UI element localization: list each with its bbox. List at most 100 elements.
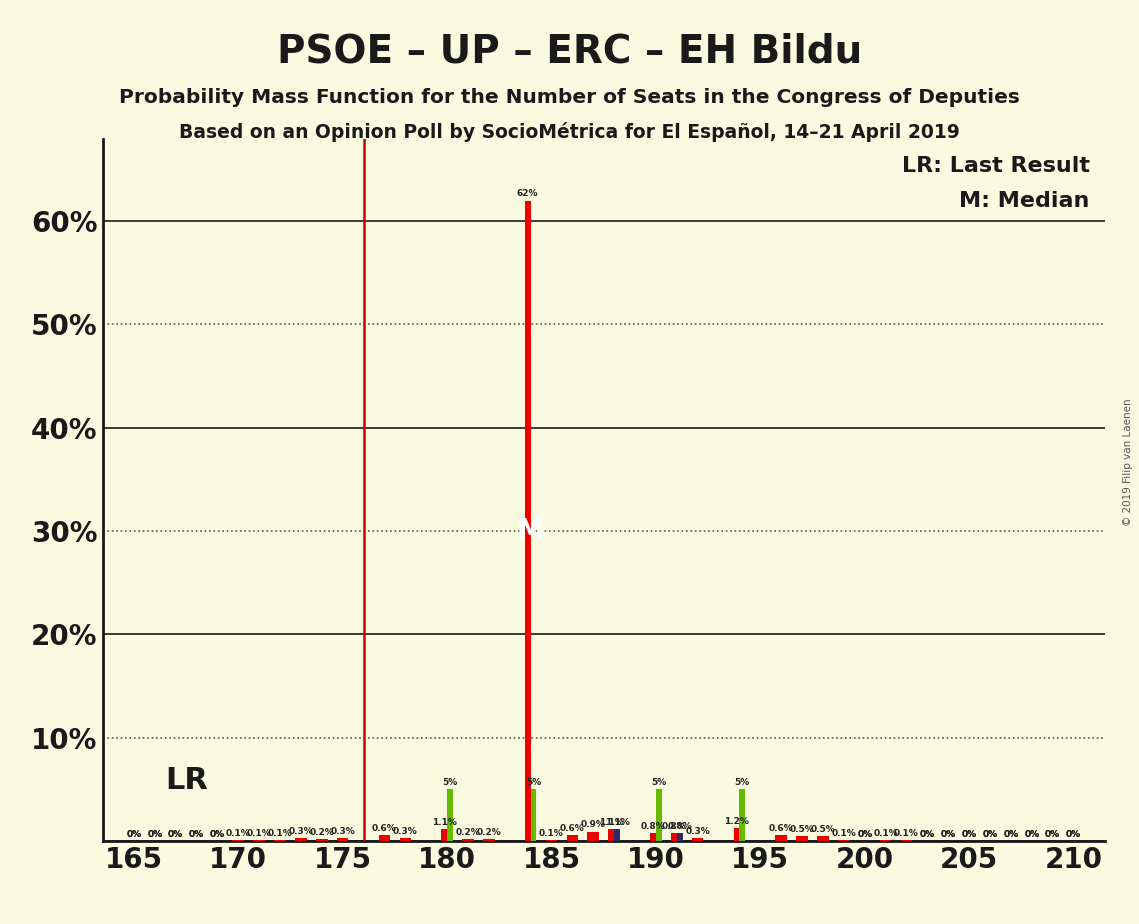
Text: 0.1%: 0.1%: [268, 829, 293, 838]
Text: 0.1%: 0.1%: [874, 829, 898, 838]
Text: 0%: 0%: [126, 830, 141, 839]
Text: 0.1%: 0.1%: [831, 829, 857, 838]
Bar: [734, 829, 739, 841]
Bar: [525, 201, 531, 841]
Text: 5%: 5%: [442, 778, 458, 787]
Text: 1.1%: 1.1%: [605, 819, 630, 827]
Text: Probability Mass Function for the Number of Seats in the Congress of Deputies: Probability Mass Function for the Number…: [120, 88, 1019, 107]
Text: 0%: 0%: [858, 830, 872, 839]
Text: 0%: 0%: [169, 830, 183, 839]
Text: PSOE – UP – ERC – EH Bildu: PSOE – UP – ERC – EH Bildu: [277, 32, 862, 70]
Bar: [400, 838, 411, 841]
Text: 0.5%: 0.5%: [811, 824, 835, 833]
Text: 5%: 5%: [652, 778, 666, 787]
Bar: [483, 839, 494, 841]
Text: 0%: 0%: [169, 830, 183, 839]
Text: 0%: 0%: [147, 830, 162, 839]
Text: 0.9%: 0.9%: [581, 821, 606, 830]
Text: 0%: 0%: [858, 830, 872, 839]
Bar: [691, 838, 704, 841]
Text: 1.2%: 1.2%: [724, 818, 749, 826]
Bar: [838, 840, 850, 841]
Text: 0.6%: 0.6%: [769, 823, 794, 833]
Text: M: Median: M: Median: [959, 191, 1090, 212]
Text: 0.2%: 0.2%: [476, 828, 501, 837]
Text: 1.1%: 1.1%: [432, 819, 457, 827]
Text: © 2019 Filip van Laenen: © 2019 Filip van Laenen: [1123, 398, 1133, 526]
Bar: [879, 840, 892, 841]
Text: 0.3%: 0.3%: [686, 827, 710, 835]
Bar: [531, 789, 536, 841]
Bar: [253, 840, 265, 841]
Bar: [796, 835, 808, 841]
Bar: [677, 833, 682, 841]
Text: 0%: 0%: [920, 830, 935, 839]
Text: 0%: 0%: [941, 830, 956, 839]
Bar: [337, 838, 349, 841]
Bar: [671, 833, 677, 841]
Bar: [441, 830, 448, 841]
Text: 5%: 5%: [526, 778, 541, 787]
Text: 0.3%: 0.3%: [330, 827, 355, 835]
Bar: [462, 839, 474, 841]
Bar: [446, 789, 453, 841]
Text: 1.1%: 1.1%: [599, 819, 624, 827]
Text: 0.1%: 0.1%: [226, 829, 251, 838]
Text: 0%: 0%: [961, 830, 976, 839]
Text: 0%: 0%: [210, 830, 224, 839]
Text: 62%: 62%: [517, 189, 539, 199]
Text: 0.6%: 0.6%: [372, 823, 396, 833]
Bar: [274, 840, 286, 841]
Text: 0%: 0%: [1024, 830, 1039, 839]
Text: 0%: 0%: [983, 830, 998, 839]
Text: 0%: 0%: [126, 830, 141, 839]
Text: 0%: 0%: [1046, 830, 1060, 839]
Bar: [614, 830, 620, 841]
Text: 0.3%: 0.3%: [288, 827, 313, 835]
Bar: [316, 839, 328, 841]
Text: 0%: 0%: [189, 830, 204, 839]
Text: 0%: 0%: [941, 830, 956, 839]
Bar: [546, 840, 557, 841]
Text: 0.8%: 0.8%: [667, 821, 693, 831]
Bar: [739, 789, 745, 841]
Bar: [378, 834, 391, 841]
Text: 0%: 0%: [1066, 830, 1081, 839]
Text: LR: Last Result: LR: Last Result: [902, 156, 1090, 176]
Bar: [232, 840, 244, 841]
Text: 0.2%: 0.2%: [456, 828, 481, 837]
Text: 0%: 0%: [1003, 830, 1018, 839]
Text: M: M: [517, 517, 544, 545]
Text: 0.8%: 0.8%: [662, 821, 686, 831]
Text: 0%: 0%: [210, 830, 224, 839]
Text: 0.5%: 0.5%: [789, 824, 814, 833]
Text: LR: LR: [165, 767, 208, 796]
Text: 0%: 0%: [189, 830, 204, 839]
Bar: [608, 830, 614, 841]
Text: 0%: 0%: [1046, 830, 1060, 839]
Text: 0%: 0%: [1024, 830, 1039, 839]
Text: 0%: 0%: [147, 830, 162, 839]
Text: 0%: 0%: [1066, 830, 1081, 839]
Bar: [817, 835, 829, 841]
Bar: [776, 834, 787, 841]
Text: 0%: 0%: [983, 830, 998, 839]
Text: 0%: 0%: [1003, 830, 1018, 839]
Text: 0.2%: 0.2%: [310, 828, 334, 837]
Text: 0%: 0%: [920, 830, 935, 839]
Text: 0.6%: 0.6%: [560, 823, 584, 833]
Text: 5%: 5%: [735, 778, 749, 787]
Text: 0.1%: 0.1%: [894, 829, 919, 838]
Text: Based on an Opinion Poll by SocioMétrica for El Español, 14–21 April 2019: Based on an Opinion Poll by SocioMétrica…: [179, 122, 960, 142]
Bar: [901, 840, 912, 841]
Text: 0.1%: 0.1%: [247, 829, 271, 838]
Text: 0.3%: 0.3%: [393, 827, 418, 835]
Bar: [295, 838, 306, 841]
Text: 0%: 0%: [961, 830, 976, 839]
Bar: [656, 789, 662, 841]
Bar: [588, 832, 599, 841]
Bar: [650, 833, 656, 841]
Bar: [566, 834, 579, 841]
Text: 0.8%: 0.8%: [640, 821, 665, 831]
Text: 0.1%: 0.1%: [539, 829, 564, 838]
